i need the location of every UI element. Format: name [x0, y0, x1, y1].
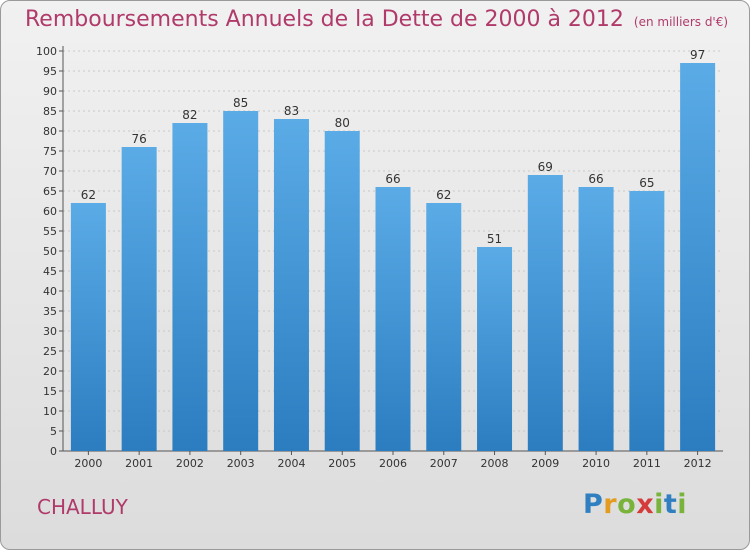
y-tick-label: 20	[43, 365, 57, 378]
bar	[324, 131, 360, 451]
data-label: 82	[182, 108, 197, 122]
bar	[70, 203, 106, 451]
y-tick-label: 60	[43, 205, 57, 218]
data-label: 66	[588, 172, 603, 186]
y-tick-label: 45	[43, 265, 57, 278]
commune-name: CHALLUY	[37, 495, 128, 519]
x-tick-label: 2011	[633, 457, 661, 470]
x-tick-label: 2007	[430, 457, 458, 470]
data-label: 85	[233, 96, 248, 110]
y-tick-label: 50	[43, 245, 57, 258]
logo-letter: t	[663, 489, 678, 520]
y-tick-label: 25	[43, 345, 57, 358]
y-tick-label: 80	[43, 125, 57, 138]
data-label: 62	[81, 188, 96, 202]
bar	[375, 187, 411, 451]
logo-letter: i	[677, 489, 688, 520]
x-tick-label: 2002	[176, 457, 204, 470]
bar	[578, 187, 614, 451]
x-tick-label: 2003	[227, 457, 255, 470]
data-label: 97	[690, 48, 705, 62]
logo-letter: x	[636, 489, 655, 520]
bar	[527, 175, 563, 451]
x-tick-label: 2010	[582, 457, 610, 470]
y-tick-label: 100	[36, 45, 57, 58]
y-tick-label: 90	[43, 85, 57, 98]
logo-letter: P	[583, 489, 604, 520]
y-tick-label: 65	[43, 185, 57, 198]
x-tick-label: 2008	[481, 457, 509, 470]
x-tick-label: 2004	[277, 457, 305, 470]
data-label: 65	[639, 176, 654, 190]
x-tick-label: 2009	[531, 457, 559, 470]
y-tick-label: 55	[43, 225, 57, 238]
data-label: 62	[436, 188, 451, 202]
y-tick-label: 35	[43, 305, 57, 318]
bars	[70, 63, 716, 451]
bar	[629, 191, 665, 451]
bar	[680, 63, 716, 451]
x-tick-label: 2000	[74, 457, 102, 470]
x-tick-label: 2001	[125, 457, 153, 470]
y-tick-label: 85	[43, 105, 57, 118]
bar	[223, 111, 259, 451]
y-tick-label: 5	[50, 425, 57, 438]
proxiti-logo: Proxiti	[583, 489, 687, 520]
data-label: 66	[385, 172, 400, 186]
y-tick-label: 15	[43, 385, 57, 398]
logo-letter: i	[654, 489, 664, 520]
x-tick-label: 2006	[379, 457, 407, 470]
labels: 2000 62 2001 76 2002 82 2003 85 2004 83 2005 80 2006…	[74, 48, 711, 470]
bar	[273, 119, 309, 451]
chart-title-text: Remboursements Annuels de la Dette de 20…	[25, 7, 624, 32]
y-tick-label: 70	[43, 165, 57, 178]
chart-title: Remboursements Annuels de la Dette de 20…	[25, 7, 728, 32]
bar	[121, 147, 157, 451]
logo-letter: r	[603, 489, 618, 520]
y-tick-label: 40	[43, 285, 57, 298]
data-label: 83	[284, 104, 299, 118]
x-tick-label: 2012	[684, 457, 712, 470]
bar	[477, 247, 513, 451]
chart-unit: (en milliers d'€)	[633, 15, 729, 29]
y-tick-label: 75	[43, 145, 57, 158]
y-tick-label: 95	[43, 65, 57, 78]
data-label: 51	[487, 232, 502, 246]
data-label: 69	[538, 160, 553, 174]
y-tick-label: 0	[50, 445, 57, 458]
bar	[172, 123, 208, 451]
y-tick-label: 10	[43, 405, 57, 418]
y-tick-label: 30	[43, 325, 57, 338]
data-label: 76	[132, 132, 147, 146]
data-label: 80	[335, 116, 350, 130]
logo-letter: o	[617, 489, 637, 520]
x-tick-label: 2005	[328, 457, 356, 470]
bar	[426, 203, 462, 451]
